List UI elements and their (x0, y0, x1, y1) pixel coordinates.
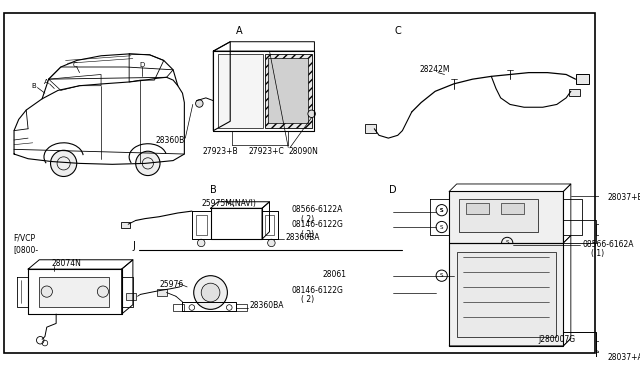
Bar (196, 215, 207, 235)
Bar (39, 277, 109, 307)
Circle shape (308, 110, 316, 118)
Text: 27923+C: 27923+C (249, 147, 285, 157)
Circle shape (51, 150, 77, 176)
Text: [0800-: [0800- (13, 245, 38, 254)
Bar (236, 304, 247, 311)
Circle shape (136, 151, 160, 176)
Circle shape (268, 239, 275, 247)
Bar (449, 192, 563, 243)
Text: 28360B: 28360B (156, 136, 184, 145)
Bar (596, 224, 605, 235)
Text: 28242M: 28242M (419, 65, 450, 74)
Bar (265, 54, 312, 128)
Bar (457, 252, 556, 337)
Text: S: S (506, 240, 509, 246)
Text: J: J (133, 241, 136, 251)
Text: 28360BA: 28360BA (250, 301, 284, 310)
Text: F/VCP: F/VCP (13, 234, 35, 243)
Bar (121, 222, 130, 228)
Circle shape (41, 286, 52, 297)
Bar (569, 89, 580, 96)
Text: 08146-6122G: 08146-6122G (292, 286, 344, 295)
Bar (449, 243, 563, 346)
Bar (575, 74, 589, 84)
Text: 08566-6122A: 08566-6122A (292, 205, 343, 215)
Text: 08146-6122G: 08146-6122G (292, 221, 344, 230)
Bar (466, 203, 490, 214)
Bar (500, 203, 524, 214)
Text: 28360BA: 28360BA (285, 233, 320, 242)
Bar (268, 58, 308, 123)
Text: 28037+B: 28037+B (607, 193, 640, 202)
Text: ( 1): ( 1) (591, 250, 605, 259)
Text: 28090N: 28090N (288, 147, 318, 157)
Bar (126, 292, 136, 300)
Text: 28037+A: 28037+A (607, 353, 640, 362)
Circle shape (198, 239, 205, 247)
Bar (218, 54, 263, 128)
Text: ( 2): ( 2) (301, 295, 314, 304)
Bar (265, 215, 274, 235)
Text: S: S (440, 225, 444, 230)
Bar (365, 124, 376, 134)
Text: 25975M(NAVI): 25975M(NAVI) (201, 199, 256, 208)
Text: 28074N: 28074N (51, 259, 81, 268)
Text: S: S (440, 208, 444, 213)
Text: D: D (389, 185, 397, 195)
Circle shape (97, 286, 109, 297)
Bar (173, 304, 184, 311)
Text: C: C (72, 62, 77, 68)
Circle shape (194, 276, 227, 310)
Text: 08566-6162A: 08566-6162A (582, 240, 634, 249)
Bar (157, 289, 166, 296)
Bar (596, 341, 605, 352)
Text: 28061: 28061 (323, 270, 347, 279)
Text: S: S (440, 208, 444, 213)
Text: A: A (44, 79, 49, 85)
Circle shape (201, 283, 220, 302)
Circle shape (196, 100, 203, 107)
Text: 25976: 25976 (159, 280, 183, 289)
Text: J280007G: J280007G (538, 335, 575, 344)
Text: C: C (394, 26, 401, 36)
Text: B: B (210, 185, 217, 195)
Bar (458, 199, 538, 232)
Text: ( 2): ( 2) (301, 230, 314, 239)
Text: S: S (440, 273, 444, 278)
Text: A: A (236, 26, 243, 36)
Text: 27923+B: 27923+B (202, 147, 238, 157)
Text: D: D (140, 62, 145, 68)
Text: B: B (31, 83, 36, 89)
Text: ( 2): ( 2) (301, 215, 314, 224)
